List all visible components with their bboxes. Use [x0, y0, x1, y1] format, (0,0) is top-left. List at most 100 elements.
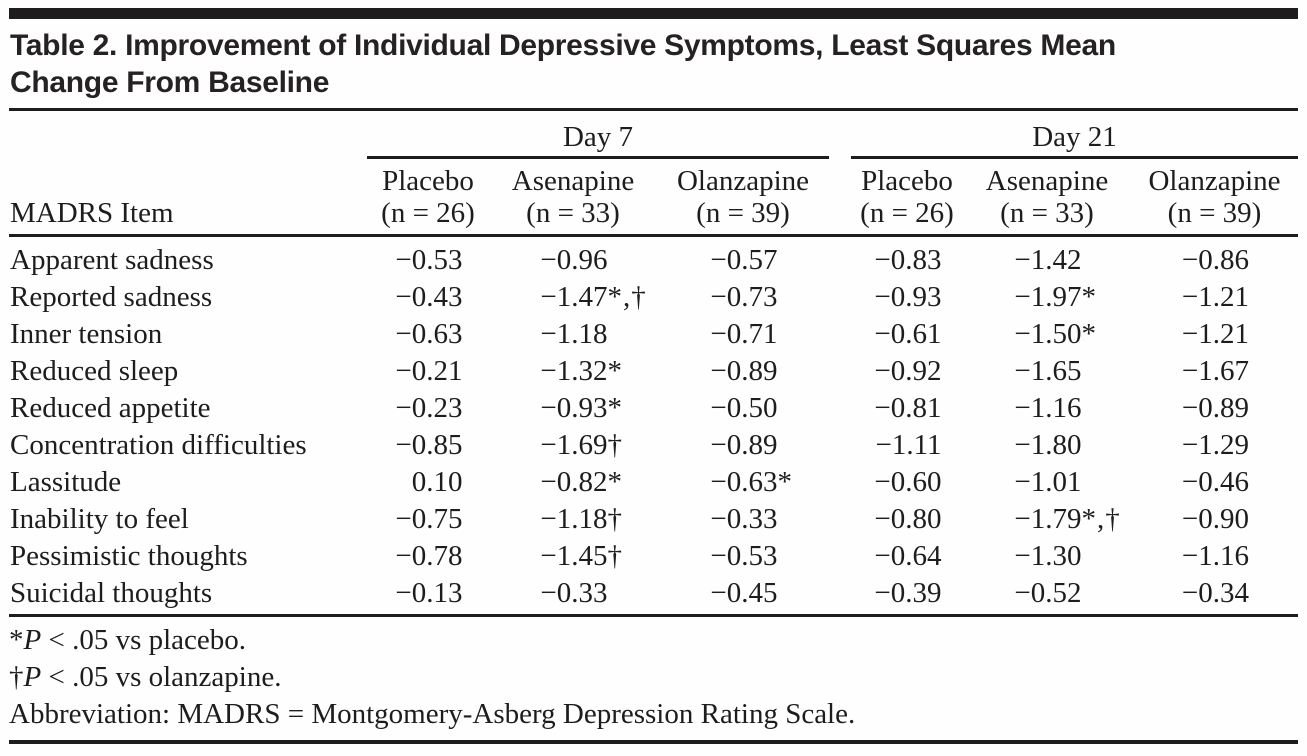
madrs-item-label: Pessimistic thoughts — [10, 540, 248, 572]
cell-value: −0.61 — [874, 318, 942, 350]
table-row: Apparent sadness −0.53 −0.96 −0.57 −0.83 −1.4… — [9, 236, 1298, 280]
mean-change-cell: −0.89 — [657, 427, 829, 464]
mean-change-cell: −0.60 — [851, 464, 963, 501]
mean-change-cell: −0.43 — [367, 279, 489, 316]
column-header-row: MADRS Item Placebo (n = 26) Asenapine (n = … — [9, 157, 1299, 237]
row-gap — [829, 427, 851, 464]
group-gap — [829, 111, 851, 158]
madrs-item-label: Inner tension — [10, 318, 163, 350]
mean-change-cell: −0.61 — [851, 316, 963, 353]
cell-value: −0.75 — [395, 503, 463, 535]
madrs-item-label: Apparent sadness — [10, 244, 214, 276]
cell-value: −0.21 — [395, 355, 463, 387]
timepoint-group-label: Day 21 — [851, 111, 1299, 159]
sample-size: (n = 33) — [1000, 197, 1094, 229]
cell-value: −1.42 — [1014, 244, 1082, 276]
cell-value: −0.73 — [710, 281, 778, 313]
mean-change-cell: −0.21 — [367, 353, 489, 390]
item-column-header: MADRS Item — [9, 157, 367, 237]
mean-change-cell: −0.23 — [367, 390, 489, 427]
mean-change-cell: −1.18† — [540, 503, 623, 535]
madrs-item-label: Suicidal thoughts — [10, 577, 213, 609]
cell-value: 0.10 — [411, 466, 463, 498]
treatment-column-header: Placebo (n = 26) — [851, 157, 963, 237]
mean-change-cell: −0.83 — [851, 236, 963, 280]
treatment-column-header: Asenapine (n = 33) — [489, 157, 657, 237]
cell-value: −0.89 — [710, 355, 778, 387]
mean-change-cell: −0.33 — [489, 575, 657, 612]
cell-value: −0.83 — [874, 244, 942, 276]
mean-change-cell: −0.93* — [540, 392, 623, 424]
table-top-bar — [9, 8, 1298, 19]
cell-value: −0.63 — [710, 466, 778, 498]
mean-change-cell: −1.01 — [963, 464, 1131, 501]
mean-change-cell: −0.86 — [1131, 236, 1298, 280]
mean-change-cell: −0.46 — [1131, 464, 1298, 501]
mean-change-cell: −0.96 — [489, 236, 657, 280]
madrs-item-label: Reduced sleep — [10, 355, 179, 387]
row-gap — [829, 575, 851, 612]
cell-value: −1.69 — [540, 429, 608, 461]
cell-value: −1.30 — [1014, 540, 1082, 572]
cell-value: −0.45 — [710, 577, 778, 609]
cell-value: −1.32 — [540, 355, 608, 387]
cell-value: −1.67 — [1181, 355, 1249, 387]
cell-value: −0.86 — [1181, 244, 1249, 276]
cell-value: −1.16 — [1014, 392, 1082, 424]
cell-value: −1.65 — [1014, 355, 1082, 387]
row-gap — [829, 538, 851, 575]
mean-change-cell: −1.32* — [540, 355, 623, 387]
mean-change-cell: −0.34 — [1131, 575, 1298, 612]
mean-change-cell: −1.97* — [1014, 281, 1097, 313]
row-gap — [829, 353, 851, 390]
mean-change-cell: −0.63* — [710, 466, 793, 498]
mean-change-cell: −0.33 — [657, 501, 829, 538]
significance-footnote: *P < .05 vs placebo. — [9, 622, 1298, 659]
cell-value: −0.57 — [710, 244, 778, 276]
mean-change-cell: −1.18 — [489, 316, 657, 353]
treatment-column-header: Olanzapine (n = 39) — [1131, 157, 1299, 237]
mean-change-cell: −1.16 — [963, 390, 1131, 427]
mean-change-cell: −1.65 — [963, 353, 1131, 390]
mean-change-cell: −0.92 — [851, 353, 963, 390]
mean-change-cell: −1.16 — [1131, 538, 1298, 575]
madrs-item-label: Inability to feel — [10, 503, 189, 535]
mean-change-cell: −1.30 — [963, 538, 1131, 575]
cell-value: −0.33 — [710, 503, 778, 535]
sample-size: (n = 33) — [526, 197, 620, 229]
table-header: Day 7 Day 21 MADRS Item Placebo (n = 26) As… — [9, 111, 1299, 237]
cell-value: −1.18 — [540, 318, 608, 350]
mean-change-cell: −0.52 — [963, 575, 1131, 612]
table-bottom-divider — [9, 614, 1298, 617]
cell-value: −0.52 — [1014, 577, 1082, 609]
cell-value: −0.81 — [874, 392, 942, 424]
mean-change-cell: −1.45† — [540, 540, 623, 572]
cell-value: −0.23 — [395, 392, 463, 424]
cell-value: −1.21 — [1181, 318, 1249, 350]
significance-footnotes: *P < .05 vs placebo. †P < .05 vs olanzapi… — [9, 622, 1298, 696]
mean-change-cell: −1.50* — [1014, 318, 1097, 350]
treatment-column-header: Olanzapine (n = 39) — [657, 157, 829, 237]
treatment-name: Placebo — [382, 165, 474, 197]
cell-value: −0.90 — [1181, 503, 1249, 535]
cell-value: −0.63 — [395, 318, 463, 350]
mean-change-cell: −0.93 — [851, 279, 963, 316]
mean-change-cell: −1.69† — [540, 429, 623, 461]
cell-value: −1.97 — [1014, 281, 1082, 313]
treatment-name: Asenapine — [985, 165, 1109, 197]
row-gap — [829, 236, 851, 280]
cell-value: −1.21 — [1181, 281, 1249, 313]
cell-value: −0.89 — [710, 429, 778, 461]
table-row: Suicidal thoughts −0.13 −0.33 −0.45 −0.39 −0.… — [9, 575, 1298, 612]
mean-change-cell: −1.29 — [1131, 427, 1298, 464]
cell-value: −1.29 — [1181, 429, 1249, 461]
column-header-gap — [829, 157, 851, 237]
cell-value: −1.79 — [1014, 503, 1082, 535]
sample-size: (n = 39) — [1167, 197, 1262, 229]
mean-change-cell: −0.50 — [657, 390, 829, 427]
mean-change-cell: −0.64 — [851, 538, 963, 575]
cell-value: −1.47 — [540, 281, 608, 313]
significance-footnote: †P < .05 vs olanzapine. — [9, 659, 1298, 696]
p-value-symbol: P — [23, 624, 42, 656]
cell-value: −0.93 — [874, 281, 942, 313]
